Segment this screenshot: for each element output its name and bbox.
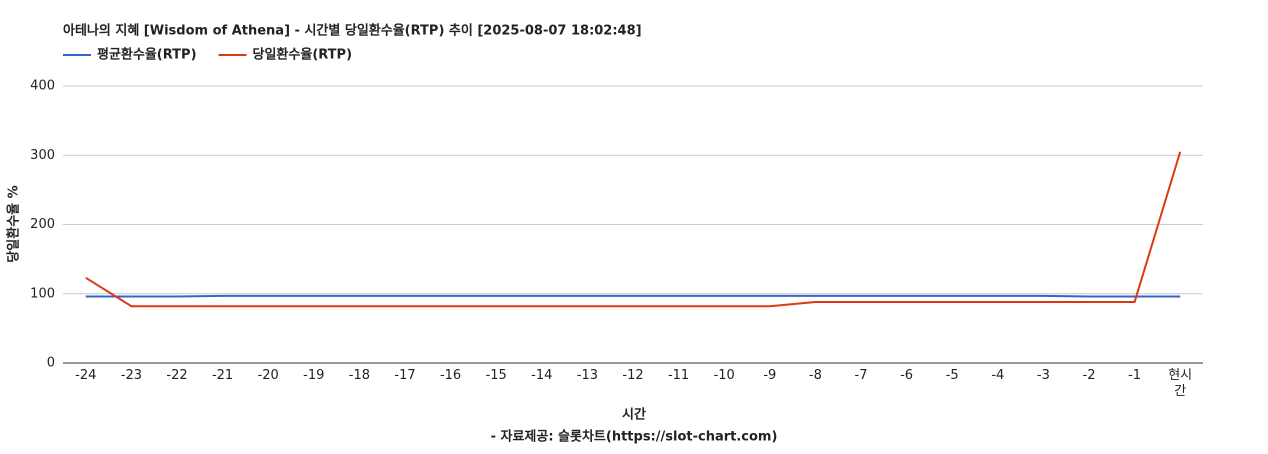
x-tick: -19 (303, 368, 325, 383)
x-tick: -11 (667, 368, 690, 383)
x-tick-label: -8 (808, 368, 822, 383)
x-tick: -9 (763, 368, 777, 383)
x-tick: -10 (713, 368, 735, 383)
x-axis-label: 시간 (622, 407, 646, 423)
x-tick-label: -18 (348, 368, 370, 383)
x-tick: -4 (991, 368, 1005, 383)
x-tick-label: -15 (485, 368, 507, 383)
x-tick-label: -17 (394, 368, 416, 383)
x-tick-label: -24 (75, 368, 97, 383)
legend-label: 평균환수율(RTP) (97, 47, 197, 63)
x-tick: -14 (531, 368, 553, 383)
x-tick: -20 (257, 368, 279, 383)
x-tick-label: -11 (667, 368, 690, 383)
x-tick-label: -9 (763, 368, 777, 383)
y-tick-label: 0 (47, 356, 55, 371)
x-tick-label: -20 (257, 368, 279, 383)
x-tick-label: -13 (576, 368, 598, 383)
x-tick-label: -3 (1036, 368, 1050, 383)
x-tick-label: -16 (439, 368, 462, 383)
x-tick-label: -1 (1128, 368, 1142, 383)
y-axis-label: 당일환수율 % (6, 185, 22, 262)
x-tick: -21 (211, 368, 234, 383)
y-tick-label: 300 (30, 148, 55, 163)
x-tick: -3 (1036, 368, 1050, 383)
y-tick-label: 200 (30, 217, 55, 232)
x-tick-label: -23 (120, 368, 142, 383)
x-tick: -22 (166, 368, 188, 383)
x-tick: -2 (1082, 368, 1096, 383)
x-tick: -24 (75, 368, 97, 383)
subtitle: - 자료제공: 슬롯차트(https://slot-chart.com) (491, 429, 778, 445)
x-tick: -6 (900, 368, 914, 383)
x-tick: -8 (808, 368, 822, 383)
x-tick: -16 (439, 368, 462, 383)
x-tick: -5 (945, 368, 959, 383)
x-tick-label: 현시간 (1168, 368, 1193, 399)
x-tick: -18 (348, 368, 370, 383)
x-tick-label: -4 (991, 368, 1005, 383)
x-tick-label: -10 (713, 368, 735, 383)
y-tick-label: 100 (30, 286, 55, 301)
legend-label: 당일환수율(RTP) (253, 47, 353, 63)
x-tick-label: -14 (531, 368, 553, 383)
x-tick-label: -21 (211, 368, 234, 383)
x-tick: -1 (1128, 368, 1142, 383)
x-tick-label: -5 (945, 368, 959, 383)
series-line (85, 294, 1181, 298)
x-tick: -17 (394, 368, 416, 383)
x-tick-label: -7 (854, 368, 868, 383)
x-tick: 현시간 (1168, 368, 1193, 399)
x-tick: -12 (622, 368, 644, 383)
x-tick: -7 (854, 368, 868, 383)
y-tick-label: 400 (30, 79, 55, 94)
x-tick-label: -12 (622, 368, 644, 383)
series-line (85, 151, 1182, 308)
x-tick: -15 (485, 368, 507, 383)
x-tick-label: -22 (166, 368, 188, 383)
x-tick-label: -6 (900, 368, 914, 383)
chart-title: 아테나의 지혜 [Wisdom of Athena] - 시간별 당일환수율(R… (63, 23, 642, 39)
x-tick: -23 (120, 368, 142, 383)
x-tick-label: -19 (303, 368, 325, 383)
x-tick-label: -2 (1082, 368, 1096, 383)
x-tick: -13 (576, 368, 598, 383)
